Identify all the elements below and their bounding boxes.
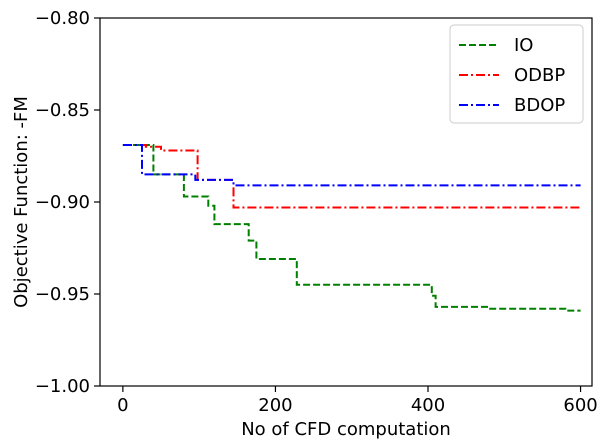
- y-axis-title: Objective Function: -FM: [11, 96, 32, 308]
- legend: IO ODBP BDOP: [449, 24, 584, 124]
- y-tick-label: −1.00: [35, 376, 90, 397]
- series-line-io: [122, 144, 581, 312]
- x-tick-label: 400: [411, 395, 445, 416]
- x-tick-label: 200: [258, 395, 292, 416]
- legend-label-io: IO: [514, 35, 533, 56]
- y-tick-label: −0.95: [35, 284, 90, 305]
- series-layer: [122, 144, 581, 312]
- x-axis-title: No of CFD computation: [241, 419, 451, 440]
- series-line-bdop: [122, 144, 581, 187]
- x-tick-label: 0: [117, 395, 128, 416]
- y-tick-label: −0.90: [35, 192, 90, 213]
- legend-box: [449, 24, 584, 124]
- y-tick-label: −0.80: [35, 8, 90, 29]
- x-tick-label: 600: [563, 395, 597, 416]
- series-line-odbp: [122, 144, 581, 209]
- ticks-layer: 0 200 400 600 −1.00 −0.95 −0.90 −0.85 −0.80: [35, 8, 598, 416]
- y-tick-label: −0.85: [35, 100, 90, 121]
- legend-label-odbp: ODBP: [514, 65, 565, 86]
- legend-label-bdop: BDOP: [514, 95, 565, 116]
